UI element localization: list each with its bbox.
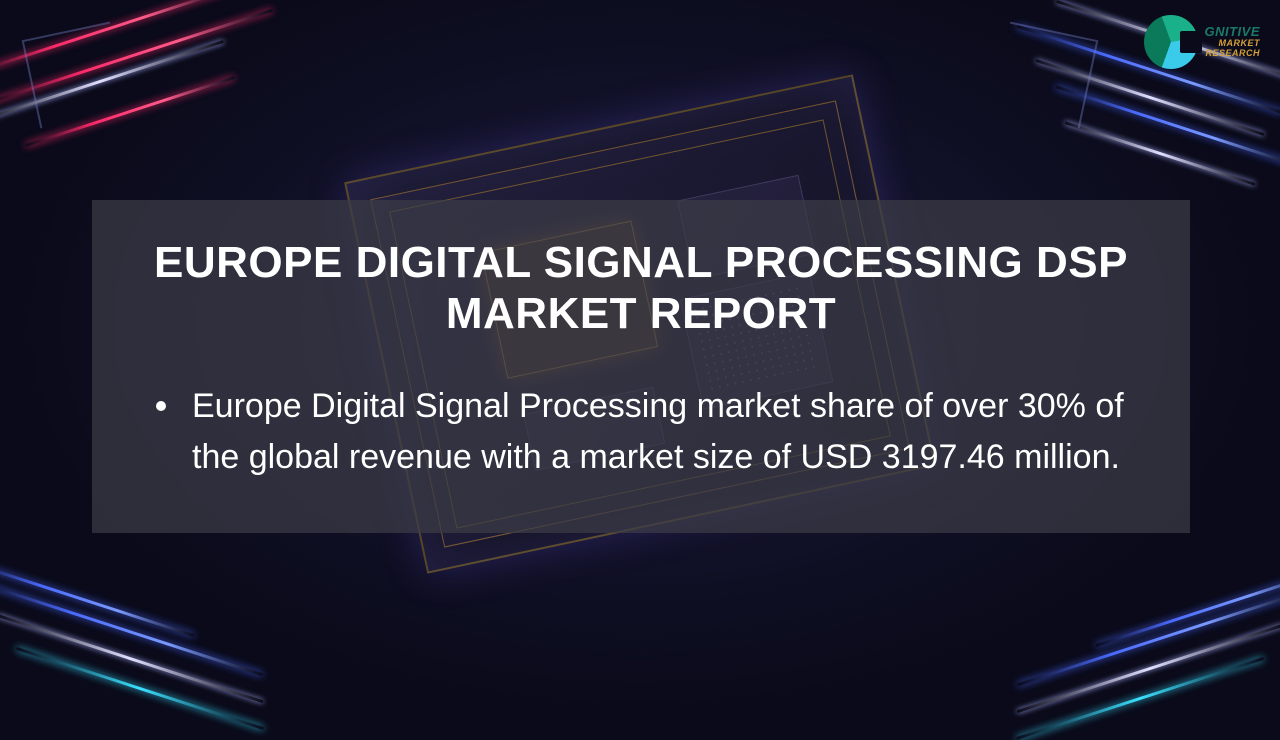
corner-bracket	[992, 22, 1099, 129]
logo-subtext: RESEARCH	[1204, 49, 1260, 59]
logo-brand: GNITIVE	[1204, 24, 1260, 39]
bullet-list: Europe Digital Signal Processing market …	[140, 381, 1142, 483]
logo-pie-icon	[1180, 34, 1196, 50]
neon-trace	[0, 614, 264, 703]
bullet-item: Europe Digital Signal Processing market …	[192, 381, 1142, 483]
info-panel: EUROPE DIGITAL SIGNAL PROCESSING DSP MAR…	[92, 200, 1190, 533]
neon-trace	[1016, 624, 1280, 713]
neon-trace	[1064, 121, 1255, 186]
logo-mark	[1144, 15, 1198, 69]
corner-bracket	[22, 22, 129, 129]
report-title: EUROPE DIGITAL SIGNAL PROCESSING DSP MAR…	[140, 238, 1142, 339]
brand-logo: GNITIVE MARKET RESEARCH	[1144, 15, 1260, 69]
logo-text: GNITIVE MARKET RESEARCH	[1204, 25, 1260, 59]
